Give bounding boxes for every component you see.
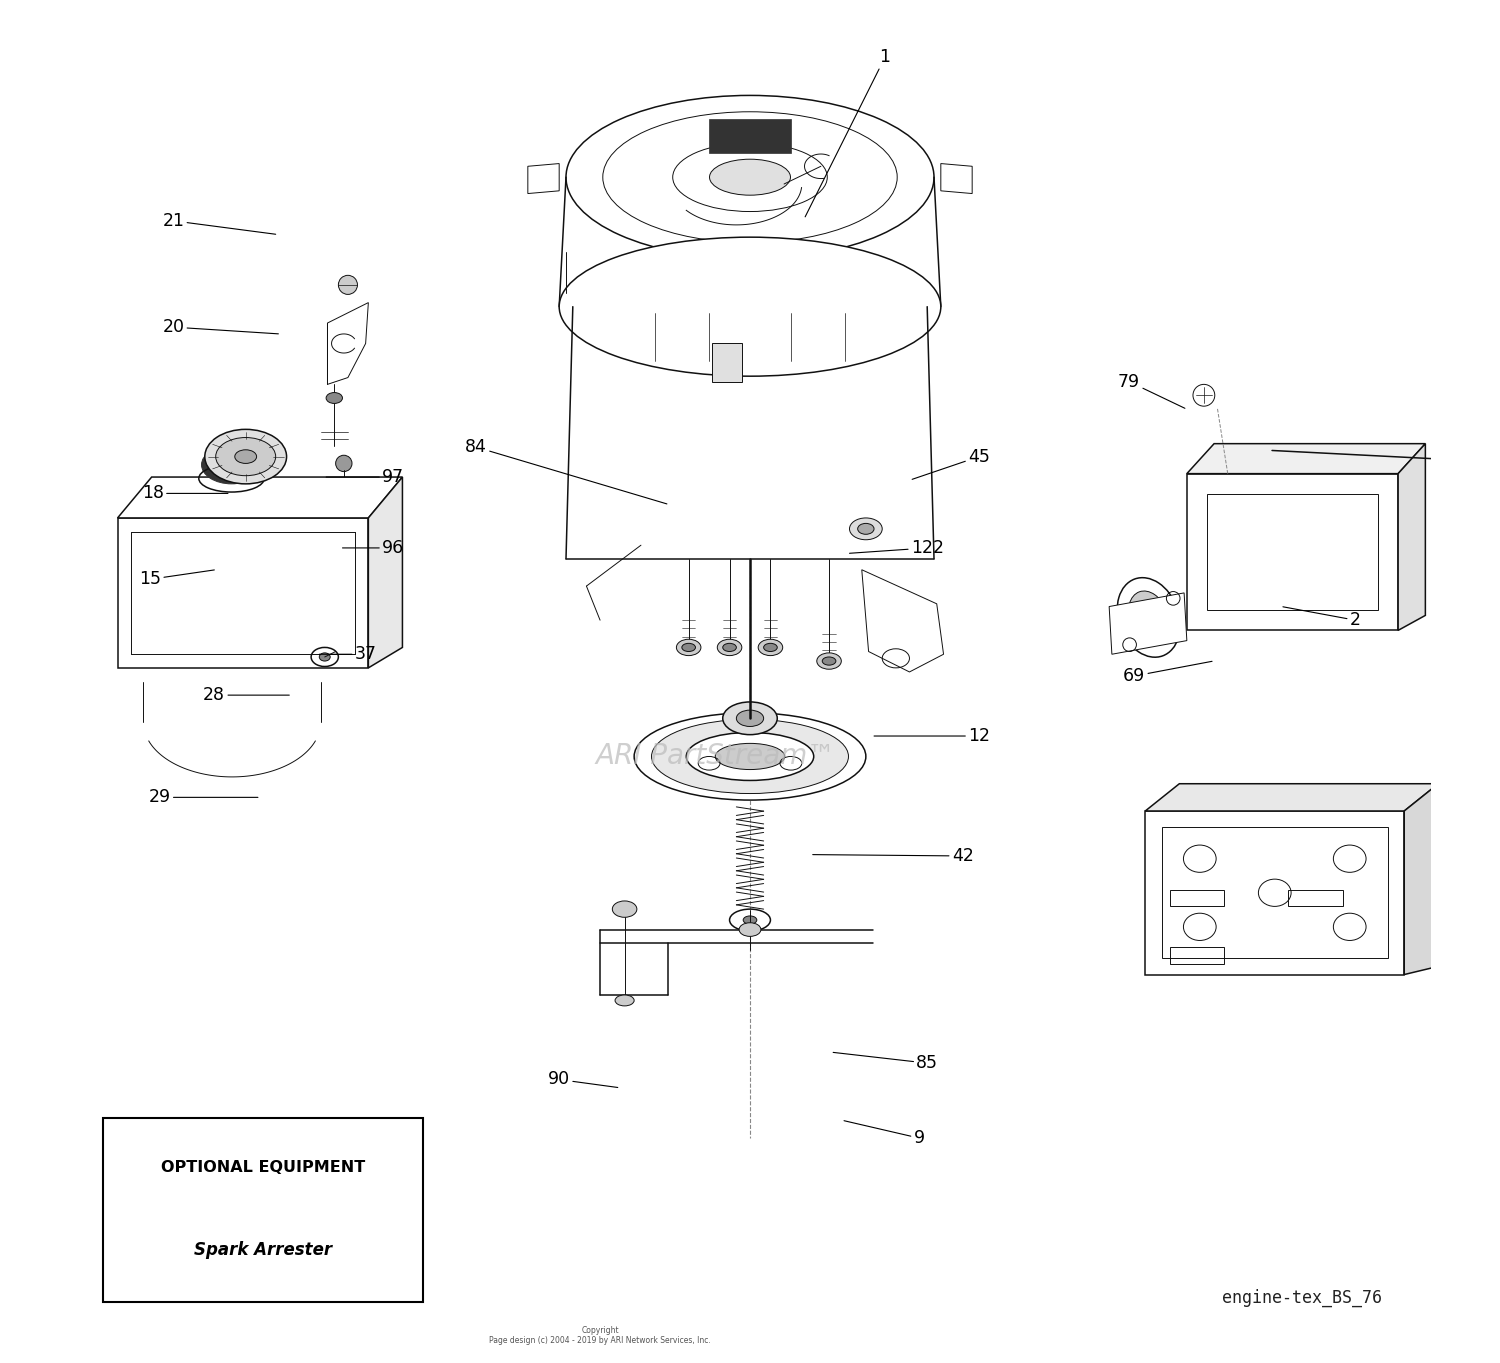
Ellipse shape — [339, 275, 357, 294]
Text: 15: 15 — [140, 570, 214, 589]
Ellipse shape — [320, 653, 330, 661]
Ellipse shape — [1192, 384, 1215, 406]
Text: 2: 2 — [1282, 607, 1360, 630]
Ellipse shape — [710, 159, 791, 195]
Ellipse shape — [211, 453, 252, 477]
Ellipse shape — [723, 702, 777, 735]
Text: 90: 90 — [548, 1070, 618, 1089]
Ellipse shape — [615, 995, 634, 1006]
Text: 42: 42 — [813, 846, 974, 866]
Text: 84: 84 — [465, 438, 668, 504]
Ellipse shape — [717, 639, 742, 656]
Ellipse shape — [1128, 592, 1168, 643]
Ellipse shape — [201, 446, 261, 484]
Ellipse shape — [560, 237, 940, 376]
Polygon shape — [327, 303, 369, 384]
Ellipse shape — [736, 710, 764, 726]
Ellipse shape — [723, 643, 736, 652]
Bar — [102, 1118, 423, 1302]
Ellipse shape — [818, 653, 842, 669]
Bar — [1208, 495, 1377, 611]
Polygon shape — [1108, 593, 1186, 654]
Polygon shape — [940, 164, 972, 194]
Text: 28: 28 — [202, 686, 290, 705]
Polygon shape — [528, 164, 560, 194]
Text: 97: 97 — [326, 468, 404, 487]
Ellipse shape — [849, 518, 882, 540]
Ellipse shape — [742, 916, 758, 924]
Text: Spark Arrester: Spark Arrester — [194, 1242, 332, 1259]
Ellipse shape — [566, 95, 934, 259]
Text: 29: 29 — [148, 788, 258, 807]
Text: 37: 37 — [320, 645, 376, 664]
Ellipse shape — [740, 923, 760, 936]
Text: 20: 20 — [162, 318, 279, 337]
Text: engine-tex_BS_76: engine-tex_BS_76 — [1222, 1288, 1382, 1307]
Ellipse shape — [822, 657, 836, 665]
Text: 12: 12 — [874, 726, 990, 746]
Polygon shape — [369, 477, 402, 668]
Ellipse shape — [729, 909, 771, 931]
Text: 79: 79 — [1118, 372, 1185, 409]
Text: 96: 96 — [342, 538, 404, 557]
Ellipse shape — [612, 901, 638, 917]
Ellipse shape — [236, 450, 256, 463]
Bar — [712, 343, 742, 382]
Bar — [1170, 947, 1224, 964]
Text: Copyright
Page design (c) 2004 - 2019 by ARI Network Services, Inc.: Copyright Page design (c) 2004 - 2019 by… — [489, 1326, 711, 1345]
Bar — [1288, 890, 1342, 906]
Ellipse shape — [676, 639, 700, 656]
Polygon shape — [1146, 784, 1438, 811]
Polygon shape — [1398, 444, 1425, 631]
Ellipse shape — [682, 643, 696, 652]
Text: 45: 45 — [912, 447, 990, 480]
Polygon shape — [117, 518, 369, 668]
Text: 18: 18 — [142, 484, 228, 503]
Polygon shape — [1186, 444, 1425, 474]
Ellipse shape — [764, 643, 777, 652]
Ellipse shape — [858, 523, 874, 534]
Ellipse shape — [216, 438, 276, 476]
Ellipse shape — [1118, 578, 1180, 657]
Ellipse shape — [336, 455, 352, 472]
Polygon shape — [1186, 474, 1398, 631]
Text: 9: 9 — [844, 1120, 924, 1148]
Text: 1: 1 — [806, 48, 891, 217]
Bar — [1170, 890, 1224, 906]
Ellipse shape — [651, 720, 849, 793]
Text: 21: 21 — [162, 211, 276, 234]
Ellipse shape — [326, 393, 342, 403]
Bar — [710, 119, 791, 153]
Text: 69: 69 — [1124, 661, 1212, 686]
Ellipse shape — [716, 743, 784, 770]
Polygon shape — [862, 570, 944, 672]
Ellipse shape — [206, 429, 286, 484]
Polygon shape — [1404, 784, 1438, 975]
Ellipse shape — [634, 713, 866, 800]
Ellipse shape — [687, 732, 813, 781]
Ellipse shape — [324, 540, 364, 562]
Polygon shape — [1146, 811, 1404, 975]
Polygon shape — [117, 477, 402, 518]
Text: 85: 85 — [833, 1052, 939, 1073]
Text: OPTIONAL EQUIPMENT: OPTIONAL EQUIPMENT — [160, 1160, 364, 1175]
Text: 122: 122 — [849, 538, 944, 557]
Bar — [1161, 827, 1388, 958]
Text: ARI PartStream™: ARI PartStream™ — [596, 743, 836, 770]
Ellipse shape — [758, 639, 783, 656]
